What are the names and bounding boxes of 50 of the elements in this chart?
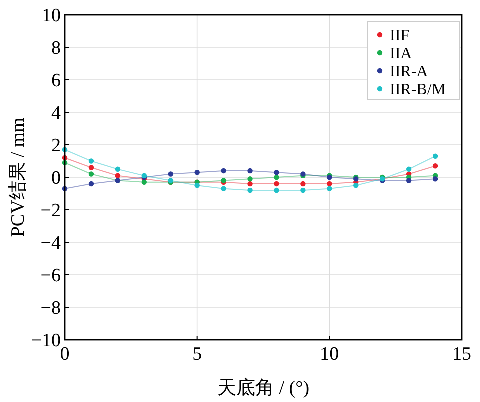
point (115, 173, 121, 178)
y-tick-label: −6 (40, 266, 61, 287)
point (248, 188, 253, 194)
y-tick-label: −4 (40, 233, 62, 254)
y-tick-label: −10 (31, 330, 61, 352)
legend-label: IIF (390, 28, 410, 45)
point (248, 168, 253, 174)
point (406, 178, 412, 184)
x-tick-label: 10 (320, 344, 340, 365)
point (327, 181, 332, 187)
point (354, 183, 359, 188)
point (115, 166, 121, 172)
point (248, 176, 253, 182)
point (221, 186, 226, 192)
point (406, 166, 412, 172)
point (194, 183, 200, 188)
point (300, 181, 306, 187)
x-tick-label: 15 (452, 344, 472, 365)
point (327, 186, 332, 192)
x-axis-title: 天底角 / (°) (217, 377, 310, 399)
point (432, 164, 438, 169)
x-tick-label: 5 (192, 344, 202, 365)
point (88, 165, 94, 170)
y-tick-label: 10 (42, 6, 61, 27)
y-tick-label: −8 (40, 298, 61, 320)
point (432, 176, 438, 182)
point (88, 158, 94, 164)
legend-label: IIR-B/M (390, 82, 446, 99)
point (274, 174, 280, 180)
point (88, 172, 94, 177)
y-tick-label: 8 (52, 38, 61, 60)
point (432, 154, 438, 159)
y-tick-label: 0 (52, 168, 61, 190)
legend-label: IIA (390, 46, 413, 63)
y-tick-label: −2 (40, 200, 61, 222)
point (168, 172, 174, 177)
point (248, 181, 253, 187)
point (300, 188, 306, 194)
y-tick-label: 4 (52, 103, 62, 124)
point (274, 188, 280, 194)
point (142, 180, 147, 185)
y-axis-title: PCV结果 / mm (8, 118, 29, 238)
point (88, 181, 94, 187)
point (274, 170, 280, 176)
point (194, 170, 200, 176)
legend-label: IIR-A (390, 64, 429, 81)
point (221, 168, 226, 174)
y-tick-label: 6 (52, 70, 61, 92)
y-tick-label: 2 (52, 136, 61, 157)
point (274, 181, 280, 187)
